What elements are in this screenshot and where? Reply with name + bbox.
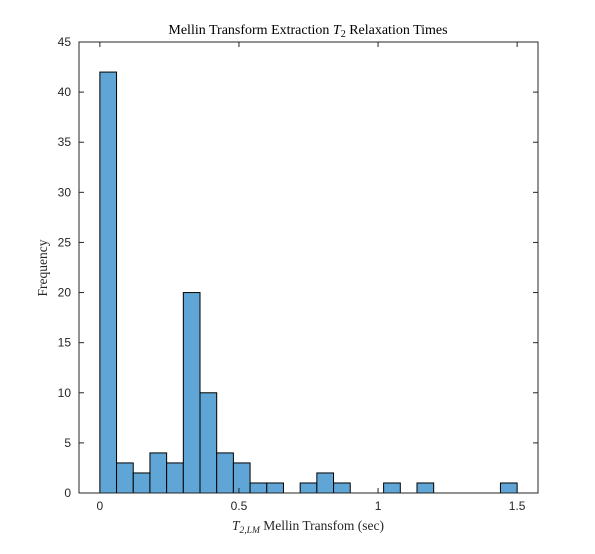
histogram-bar (383, 482, 401, 494)
histogram-bar (216, 452, 234, 494)
y-tick-label: 40 (58, 85, 72, 99)
y-tick-label: 20 (58, 286, 72, 300)
y-tick-label: 30 (58, 185, 72, 199)
histogram-bar (333, 482, 351, 494)
x-ticks-group: 0 0.5 1 1.5 (97, 42, 526, 513)
histogram-bar (132, 472, 151, 494)
histogram-bar (249, 482, 268, 494)
y-tick-label: 5 (64, 436, 71, 450)
histogram-bar (99, 71, 118, 494)
y-tick-label: 25 (58, 235, 72, 249)
y-axis-label: Frequency (35, 239, 50, 296)
x-tick-label: 0 (97, 499, 104, 513)
y-tick-label: 15 (58, 336, 72, 350)
chart-title: Mellin Transform Extraction T2 Relaxatio… (168, 23, 447, 40)
x-tick-label: 1 (375, 499, 382, 513)
y-tick-label: 0 (64, 486, 71, 500)
y-tick-label: 10 (58, 386, 72, 400)
histogram-bar (416, 482, 435, 494)
histogram-bar (316, 472, 335, 494)
histogram-bar (199, 392, 218, 494)
x-axis-label: T2,LM Mellin Transfom (sec) (232, 518, 384, 536)
y-ticks-group: 0 5 10 15 20 25 30 35 40 45 (58, 35, 538, 500)
histogram-bar (232, 462, 251, 494)
histogram-bar (166, 462, 184, 494)
histogram-bar (149, 452, 168, 494)
x-tick-label: 0.5 (231, 499, 248, 513)
histogram-bar (299, 482, 318, 494)
bars-group (99, 71, 518, 494)
histogram-bar (182, 292, 201, 494)
y-tick-label: 45 (58, 35, 72, 49)
x-tick-label: 1.5 (509, 499, 526, 513)
axes-box (78, 41, 539, 494)
histogram-bar (499, 482, 518, 494)
histogram-bar (266, 482, 284, 494)
y-tick-label: 35 (58, 135, 72, 149)
histogram-bar (116, 462, 134, 494)
